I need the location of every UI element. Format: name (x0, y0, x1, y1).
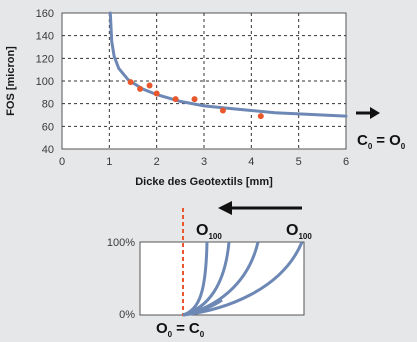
diagram-curves (182, 241, 304, 317)
o0-sub: 0 (401, 142, 406, 151)
o0-sub-bottom: 0 (168, 330, 173, 339)
data-point (191, 96, 198, 103)
c0-letter: C (357, 132, 368, 149)
y-tick-label: 80 (42, 99, 54, 111)
y-tick-label: 60 (42, 121, 54, 133)
equals-bottom: = (176, 320, 185, 337)
c0-sub: 0 (368, 142, 373, 151)
x-tick-label: 3 (201, 156, 207, 168)
right-arrow-icon (370, 107, 380, 119)
x-tick-label: 4 (248, 156, 254, 168)
x-tick-label: 1 (106, 156, 112, 168)
data-point (257, 113, 264, 120)
y-tick-label: 120 (36, 53, 54, 65)
c0-o0-annotation: C0 = O0 (356, 107, 406, 151)
o0-letter: O (389, 132, 401, 149)
y-tick-label: 40 (42, 144, 54, 156)
flow-curve-5 (182, 298, 223, 317)
c0-sub-bottom: 0 (200, 330, 205, 339)
y-tick-label: 140 (36, 31, 54, 43)
o100-left-letter: O (196, 222, 208, 239)
data-point (172, 96, 179, 103)
data-point (146, 82, 153, 89)
fos-curve (108, 11, 348, 118)
data-point (127, 79, 134, 86)
o100-label-right: O100 (286, 222, 312, 241)
x-tick-label: 5 (296, 156, 302, 168)
o0-c0-label: O0 = C0 (156, 320, 205, 339)
y-axis-title: FOS [micron] (5, 46, 17, 116)
x-tick-label: 0 (59, 156, 65, 168)
c0-letter-bottom: C (189, 320, 200, 337)
x-ticks: 0 1 2 3 4 5 6 (59, 156, 349, 168)
y-tick-label: 160 (36, 8, 54, 20)
x-axis-title: Dicke des Geotextils [mm] (135, 176, 273, 188)
filter-diagram: 100% 0% O100 O100 O0 = C0 (107, 201, 312, 339)
o100-right-letter: O (286, 222, 298, 239)
o100-label-left: O100 (196, 222, 222, 241)
o100-right-sub: 100 (298, 232, 312, 241)
o100-left-sub: 100 (208, 232, 222, 241)
o0-letter-bottom: O (156, 320, 168, 337)
left-arrow-icon (218, 201, 232, 215)
grid (62, 13, 346, 149)
x-tick-label: 2 (154, 156, 160, 168)
x-tick-label: 6 (343, 156, 349, 168)
y-tick-label: 100 (36, 76, 54, 88)
data-point (137, 85, 144, 92)
svg-text:C0=O0: C0 = O0 (357, 132, 406, 151)
data-point (153, 90, 160, 97)
label-0-percent: 0% (119, 309, 135, 321)
fos-chart: 0 1 2 3 4 5 6 40 60 80 100 120 140 160 Dicke des Geo… (5, 8, 406, 188)
data-point (219, 107, 226, 114)
y-ticks: 40 60 80 100 120 140 160 (36, 8, 54, 156)
c0-equals: = (376, 132, 385, 149)
label-100-percent: 100% (107, 237, 135, 249)
fos-points (127, 79, 264, 120)
